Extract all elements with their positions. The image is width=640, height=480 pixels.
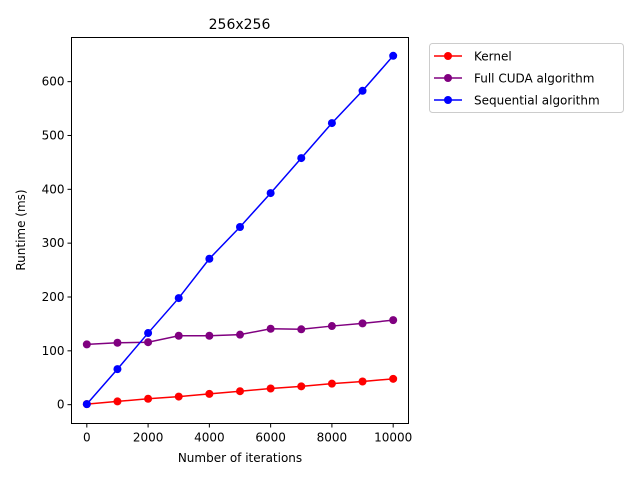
x-tick-label: 8000 xyxy=(317,431,348,445)
data-point xyxy=(174,392,183,401)
data-point xyxy=(389,51,398,60)
y-axis: 0 100 200 300 400 500 600 xyxy=(42,75,72,412)
data-point xyxy=(236,387,244,396)
data-point xyxy=(82,340,91,349)
data-point xyxy=(236,330,244,339)
data-point xyxy=(358,377,367,386)
data-point xyxy=(113,397,122,406)
x-tick-label: 4000 xyxy=(194,431,225,445)
data-point xyxy=(358,319,367,328)
data-point xyxy=(174,294,183,303)
data-point xyxy=(144,329,153,338)
data-point xyxy=(205,331,214,340)
data-point xyxy=(358,86,367,95)
chart-title: 256x256 xyxy=(209,17,271,33)
y-tick-label: 0 xyxy=(57,398,65,412)
data-point xyxy=(297,154,306,163)
data-point xyxy=(174,331,183,340)
x-tick-label: 6000 xyxy=(255,431,286,445)
data-point xyxy=(266,324,275,333)
legend-label: Full CUDA algorithm xyxy=(474,72,594,86)
legend-label: Kernel xyxy=(474,50,512,64)
data-point xyxy=(236,223,244,232)
data-point xyxy=(297,325,306,334)
data-point xyxy=(144,394,153,403)
x-axis: 0 2000 4000 6000 8000 10000 xyxy=(83,423,412,445)
legend-swatch-marker xyxy=(444,52,452,60)
data-point xyxy=(327,322,336,331)
x-tick-label: 2000 xyxy=(133,431,164,445)
data-point xyxy=(327,379,336,388)
x-axis-label: Number of iterations xyxy=(178,451,302,465)
data-point xyxy=(82,400,91,409)
y-tick-label: 300 xyxy=(42,236,65,250)
x-tick-label: 0 xyxy=(83,431,91,445)
legend-swatch-marker xyxy=(444,74,452,82)
legend-swatch-marker xyxy=(444,96,452,104)
data-point xyxy=(266,384,275,393)
data-point xyxy=(113,338,122,347)
y-tick-label: 400 xyxy=(42,182,65,196)
data-point xyxy=(266,189,275,198)
y-tick-label: 500 xyxy=(42,128,65,142)
data-point xyxy=(205,254,214,263)
legend: Kernel Full CUDA algorithm Sequential algo… xyxy=(429,43,624,113)
y-tick-label: 200 xyxy=(42,290,65,304)
data-point xyxy=(113,365,122,374)
plot-frame xyxy=(71,37,409,424)
data-point xyxy=(144,338,153,347)
x-tick-label: 10000 xyxy=(374,431,412,445)
y-tick-label: 600 xyxy=(42,75,65,89)
data-point xyxy=(327,119,336,128)
y-tick-label: 100 xyxy=(42,344,65,358)
y-axis-label: Runtime (ms) xyxy=(14,189,28,270)
plot-area xyxy=(82,51,398,409)
data-point xyxy=(297,382,306,391)
legend-frame xyxy=(429,43,624,113)
data-point xyxy=(389,374,398,383)
data-point xyxy=(389,316,398,325)
data-point xyxy=(205,389,214,398)
legend-label: Sequential algorithm xyxy=(474,94,600,108)
